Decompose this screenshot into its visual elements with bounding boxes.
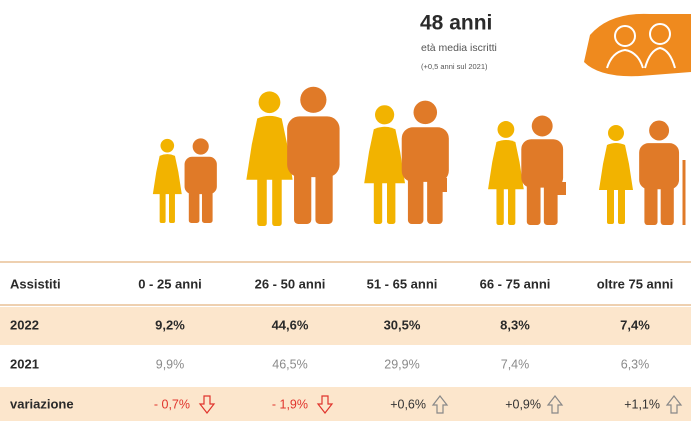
cell: 30,5% bbox=[384, 317, 421, 332]
cell: - 0,7% bbox=[154, 397, 190, 411]
column-header: 51 - 65 anni bbox=[367, 276, 438, 291]
cell: 6,3% bbox=[621, 357, 650, 371]
figures bbox=[153, 87, 684, 226]
infographic: 48 anni età media iscritti (+0,5 anni su… bbox=[0, 0, 691, 421]
cell: 44,6% bbox=[272, 317, 309, 332]
column-header: 66 - 75 anni bbox=[480, 276, 551, 291]
cell: +0,9% bbox=[505, 397, 541, 411]
row-label: 2021 bbox=[10, 356, 39, 371]
row-band bbox=[0, 387, 691, 421]
title: 48 anni bbox=[420, 12, 492, 35]
cell: 46,5% bbox=[272, 357, 307, 371]
column-header: 26 - 50 anni bbox=[255, 276, 326, 291]
page: {"header":{"title":"48 anni","subtitle":… bbox=[0, 0, 691, 421]
row-label: variazione bbox=[10, 396, 74, 411]
row-band bbox=[0, 307, 691, 345]
cell: 8,3% bbox=[500, 317, 530, 332]
row-label: 2022 bbox=[10, 317, 39, 332]
cell: 9,9% bbox=[156, 357, 185, 371]
cell: 7,4% bbox=[501, 357, 530, 371]
column-header: oltre 75 anni bbox=[597, 276, 674, 291]
cell: 29,9% bbox=[384, 357, 419, 371]
note: (+0,5 anni sul 2021) bbox=[421, 62, 488, 71]
column-header: 0 - 25 anni bbox=[138, 276, 202, 291]
cell: - 1,9% bbox=[272, 397, 308, 411]
cell: +0,6% bbox=[390, 397, 426, 411]
age-icon bbox=[584, 14, 691, 76]
cell: 9,2% bbox=[155, 317, 185, 332]
cell: 7,4% bbox=[620, 317, 650, 332]
cell: +1,1% bbox=[624, 397, 660, 411]
column-header: Assistiti bbox=[10, 276, 61, 291]
subtitle: età media iscritti bbox=[421, 42, 497, 54]
